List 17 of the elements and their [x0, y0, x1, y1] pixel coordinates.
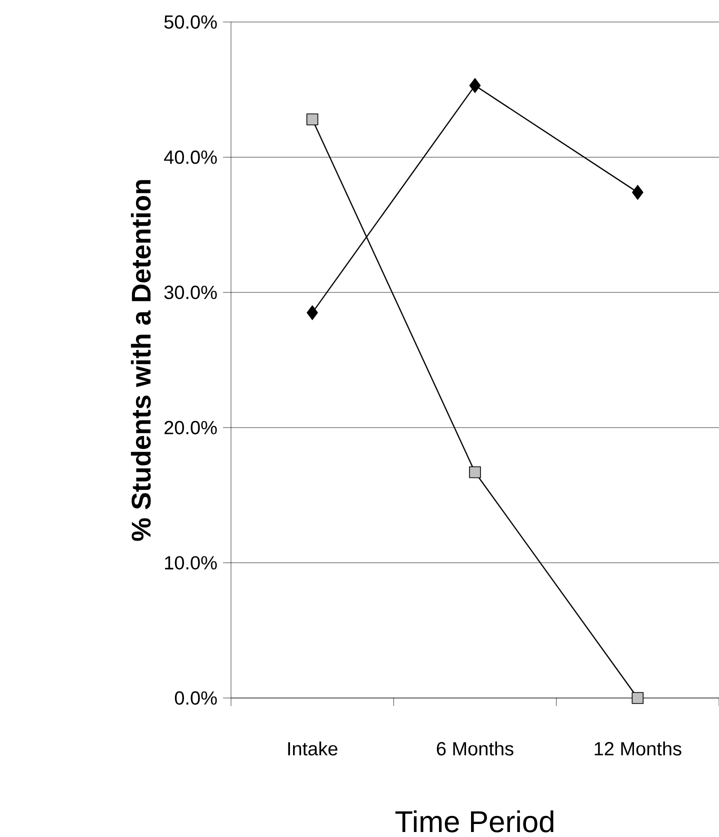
y-tick-label: 10.0% [165, 556, 217, 570]
point [469, 78, 481, 93]
y-tick-label: 50.0% [164, 15, 217, 29]
point [306, 113, 318, 126]
x-tick-label: 12 Months [594, 742, 682, 756]
x-axis-title: Time Period [395, 810, 554, 832]
point [469, 466, 481, 478]
y-tick-label: 30.0% [164, 286, 217, 300]
y-tick-label: 40.0% [164, 150, 217, 164]
point [632, 184, 644, 200]
y-tick-label: 20.0% [164, 420, 217, 434]
point [632, 692, 644, 704]
y-tick-label: 0.0% [174, 691, 217, 705]
x-tick-label: 6 Months [436, 742, 514, 756]
y-axis-title: % Students with a Detention [130, 180, 151, 541]
x-tick-label: Intake [288, 742, 338, 756]
point [306, 305, 318, 320]
